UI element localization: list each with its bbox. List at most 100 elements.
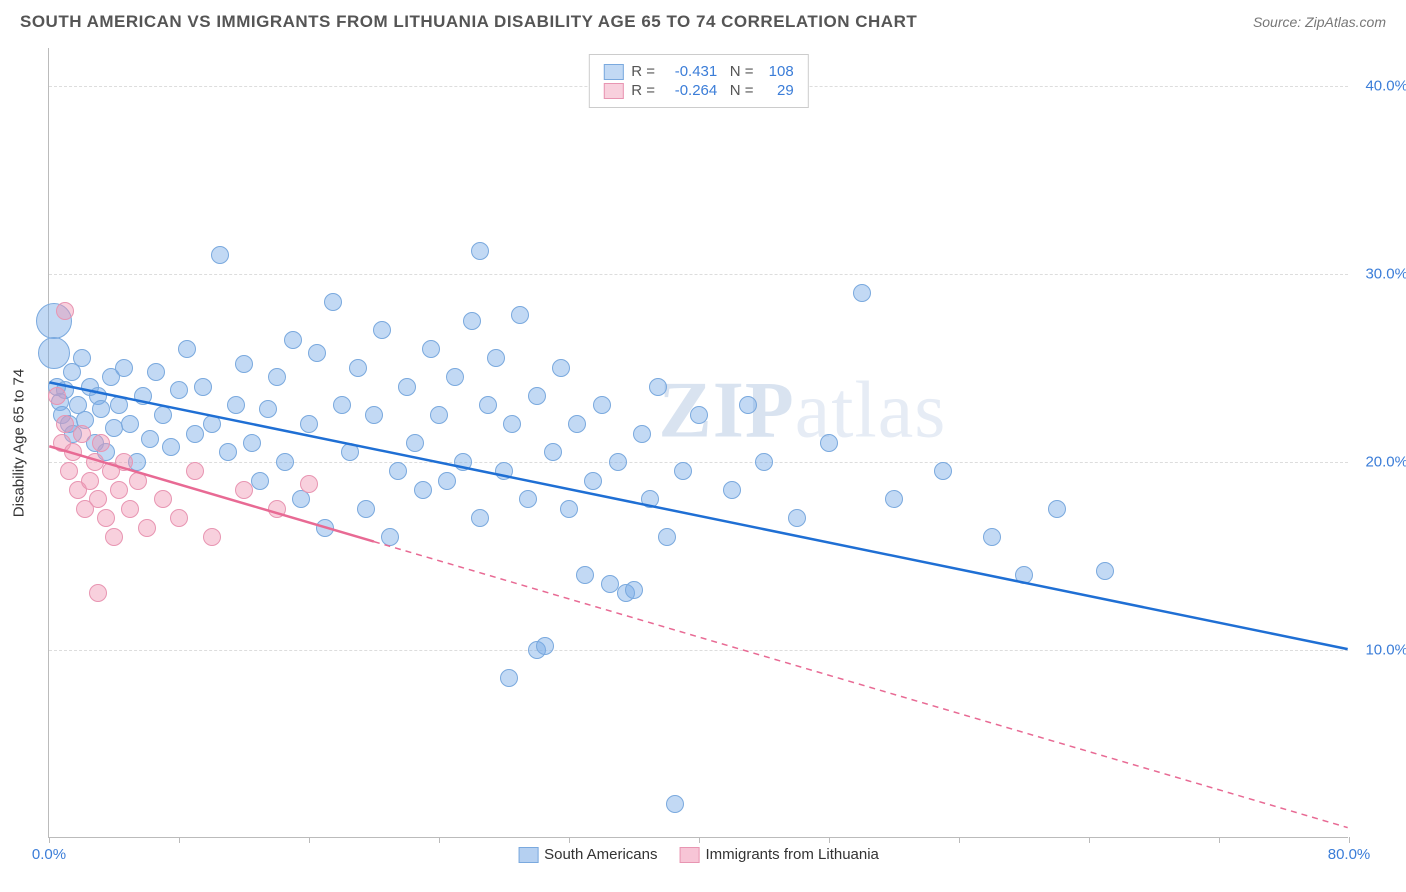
data-point bbox=[170, 509, 188, 527]
data-point bbox=[739, 396, 757, 414]
data-point bbox=[820, 434, 838, 452]
data-point bbox=[885, 490, 903, 508]
data-point bbox=[178, 340, 196, 358]
data-point bbox=[463, 312, 481, 330]
data-point bbox=[97, 509, 115, 527]
data-point bbox=[934, 462, 952, 480]
data-point bbox=[243, 434, 261, 452]
data-point bbox=[56, 302, 74, 320]
data-point bbox=[853, 284, 871, 302]
data-point bbox=[430, 406, 448, 424]
data-point bbox=[186, 462, 204, 480]
x-tick-label: 80.0% bbox=[1328, 846, 1371, 863]
x-tick-mark bbox=[1089, 837, 1090, 843]
data-point bbox=[341, 443, 359, 461]
data-point bbox=[92, 434, 110, 452]
y-tick-label: 20.0% bbox=[1353, 453, 1406, 470]
data-point bbox=[723, 481, 741, 499]
data-point bbox=[487, 349, 505, 367]
data-point bbox=[154, 490, 172, 508]
y-tick-label: 40.0% bbox=[1353, 77, 1406, 94]
x-tick-mark bbox=[179, 837, 180, 843]
data-point bbox=[81, 472, 99, 490]
data-point bbox=[788, 509, 806, 527]
scatter-chart: Disability Age 65 to 74 ZIPatlas 10.0%20… bbox=[48, 48, 1348, 838]
data-point bbox=[170, 381, 188, 399]
legend-label: South Americans bbox=[544, 846, 657, 863]
x-tick-mark bbox=[49, 837, 50, 843]
x-tick-mark bbox=[1219, 837, 1220, 843]
data-point bbox=[105, 419, 123, 437]
data-point bbox=[203, 415, 221, 433]
data-point bbox=[268, 368, 286, 386]
data-point bbox=[365, 406, 383, 424]
data-point bbox=[755, 453, 773, 471]
data-point bbox=[110, 481, 128, 499]
data-point bbox=[141, 430, 159, 448]
data-point bbox=[316, 519, 334, 537]
data-point bbox=[381, 528, 399, 546]
data-point bbox=[235, 481, 253, 499]
data-point bbox=[495, 462, 513, 480]
data-point bbox=[406, 434, 424, 452]
x-tick-label: 0.0% bbox=[32, 846, 66, 863]
data-point bbox=[349, 359, 367, 377]
legend-label: Immigrants from Lithuania bbox=[706, 846, 879, 863]
data-point bbox=[503, 415, 521, 433]
gridline bbox=[49, 462, 1348, 463]
data-point bbox=[115, 359, 133, 377]
data-point bbox=[235, 355, 253, 373]
data-point bbox=[333, 396, 351, 414]
data-point bbox=[56, 415, 74, 433]
data-point bbox=[211, 246, 229, 264]
data-point bbox=[219, 443, 237, 461]
data-point bbox=[1015, 566, 1033, 584]
data-point bbox=[544, 443, 562, 461]
data-point bbox=[259, 400, 277, 418]
chart-title: SOUTH AMERICAN VS IMMIGRANTS FROM LITHUA… bbox=[20, 12, 917, 32]
data-point bbox=[186, 425, 204, 443]
data-point bbox=[560, 500, 578, 518]
data-point bbox=[690, 406, 708, 424]
x-tick-mark bbox=[699, 837, 700, 843]
data-point bbox=[110, 396, 128, 414]
data-point bbox=[147, 363, 165, 381]
legend-swatch bbox=[603, 83, 623, 99]
y-tick-label: 10.0% bbox=[1353, 641, 1406, 658]
legend-row: R = -0.264 N = 29 bbox=[603, 82, 793, 99]
legend-swatch bbox=[603, 64, 623, 80]
data-point bbox=[60, 462, 78, 480]
x-tick-mark bbox=[569, 837, 570, 843]
data-point bbox=[601, 575, 619, 593]
data-point bbox=[324, 293, 342, 311]
data-point bbox=[276, 453, 294, 471]
x-tick-mark bbox=[959, 837, 960, 843]
data-point bbox=[454, 453, 472, 471]
source-label: Source: ZipAtlas.com bbox=[1253, 14, 1386, 30]
legend-item: South Americans bbox=[518, 846, 657, 863]
legend-stats: R = -0.264 N = 29 bbox=[631, 82, 793, 99]
data-point bbox=[446, 368, 464, 386]
gridline bbox=[49, 650, 1348, 651]
data-point bbox=[471, 242, 489, 260]
data-point bbox=[471, 509, 489, 527]
x-tick-mark bbox=[829, 837, 830, 843]
data-point bbox=[552, 359, 570, 377]
data-point bbox=[268, 500, 286, 518]
data-point bbox=[64, 443, 82, 461]
y-tick-label: 30.0% bbox=[1353, 265, 1406, 282]
data-point bbox=[500, 669, 518, 687]
data-point bbox=[73, 349, 91, 367]
legend-swatch bbox=[518, 847, 538, 863]
legend-row: R = -0.431 N = 108 bbox=[603, 63, 793, 80]
data-point bbox=[625, 581, 643, 599]
data-point bbox=[609, 453, 627, 471]
data-point bbox=[389, 462, 407, 480]
data-point bbox=[649, 378, 667, 396]
x-tick-mark bbox=[309, 837, 310, 843]
data-point bbox=[983, 528, 1001, 546]
data-point bbox=[438, 472, 456, 490]
data-point bbox=[194, 378, 212, 396]
data-point bbox=[300, 475, 318, 493]
data-point bbox=[528, 387, 546, 405]
